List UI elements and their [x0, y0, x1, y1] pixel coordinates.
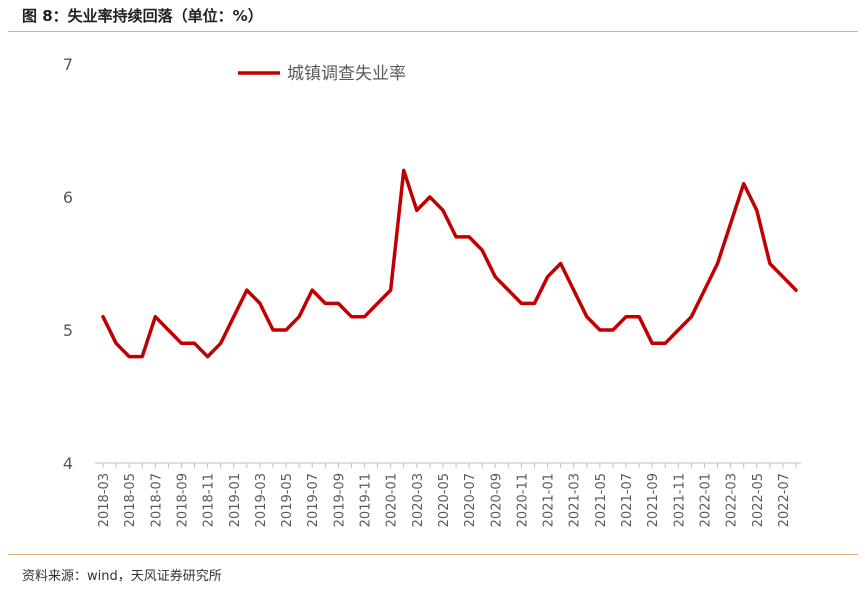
x-tick-label: 2019-09	[332, 473, 347, 527]
y-tick-label: 5	[63, 321, 73, 340]
x-tick-label: 2020-01	[385, 473, 400, 527]
legend-label: 城镇调查失业率	[287, 64, 406, 84]
x-tick-label: 2018-03	[97, 473, 112, 527]
source-note: 资料来源：wind，天风证券研究所	[22, 569, 222, 584]
x-tick-label: 2021-09	[646, 473, 661, 527]
x-tick-label: 2019-05	[280, 473, 295, 527]
y-tick-label: 7	[63, 55, 73, 74]
x-tick-label: 2022-05	[751, 473, 766, 527]
x-tick-label: 2019-07	[306, 473, 321, 527]
x-tick-label: 2020-03	[411, 473, 426, 527]
x-tick-label: 2021-11	[672, 473, 687, 527]
x-tick-label: 2019-01	[228, 473, 243, 527]
y-tick-label: 6	[63, 188, 73, 207]
x-tick-label: 2018-11	[202, 473, 217, 527]
x-tick-label: 2021-03	[568, 473, 583, 527]
x-tick-label: 2019-11	[359, 473, 374, 527]
legend: 城镇调查失业率	[238, 64, 406, 84]
y-tick-label: 4	[63, 454, 73, 473]
x-tick-label: 2018-05	[123, 473, 138, 527]
x-axis-labels: 2018-03 2018-05 2018-07 2018-09 2018-11 2019-…	[97, 473, 792, 527]
x-tick-label: 2020-07	[463, 473, 478, 527]
x-tick-label: 2021-05	[594, 473, 609, 527]
x-tick-label: 2021-01	[542, 473, 557, 527]
series-line-unemployment	[101, 168, 798, 359]
y-axis-labels: 4 5 6 7	[63, 55, 73, 473]
x-tick-label: 2018-07	[149, 473, 164, 527]
x-tick-label: 2020-09	[489, 473, 504, 527]
line-chart: 4 5 6 7 2018-03 2018-05 2018-07 2018-09 2018-11…	[63, 55, 801, 527]
figure-title: 图 8：失业率持续回落（单位：%）	[22, 7, 263, 25]
x-tick-label: 2020-11	[515, 473, 530, 527]
x-axis-ticks	[102, 463, 797, 468]
x-tick-label: 2022-07	[777, 473, 792, 527]
bottom-divider	[8, 554, 858, 555]
x-tick-label: 2022-03	[725, 473, 740, 527]
x-tick-label: 2019-03	[254, 473, 269, 527]
x-tick-label: 2022-01	[698, 473, 713, 527]
x-tick-label: 2018-09	[175, 473, 190, 527]
top-divider	[8, 31, 858, 32]
x-tick-label: 2021-07	[620, 473, 635, 527]
x-tick-label: 2020-05	[437, 473, 452, 527]
